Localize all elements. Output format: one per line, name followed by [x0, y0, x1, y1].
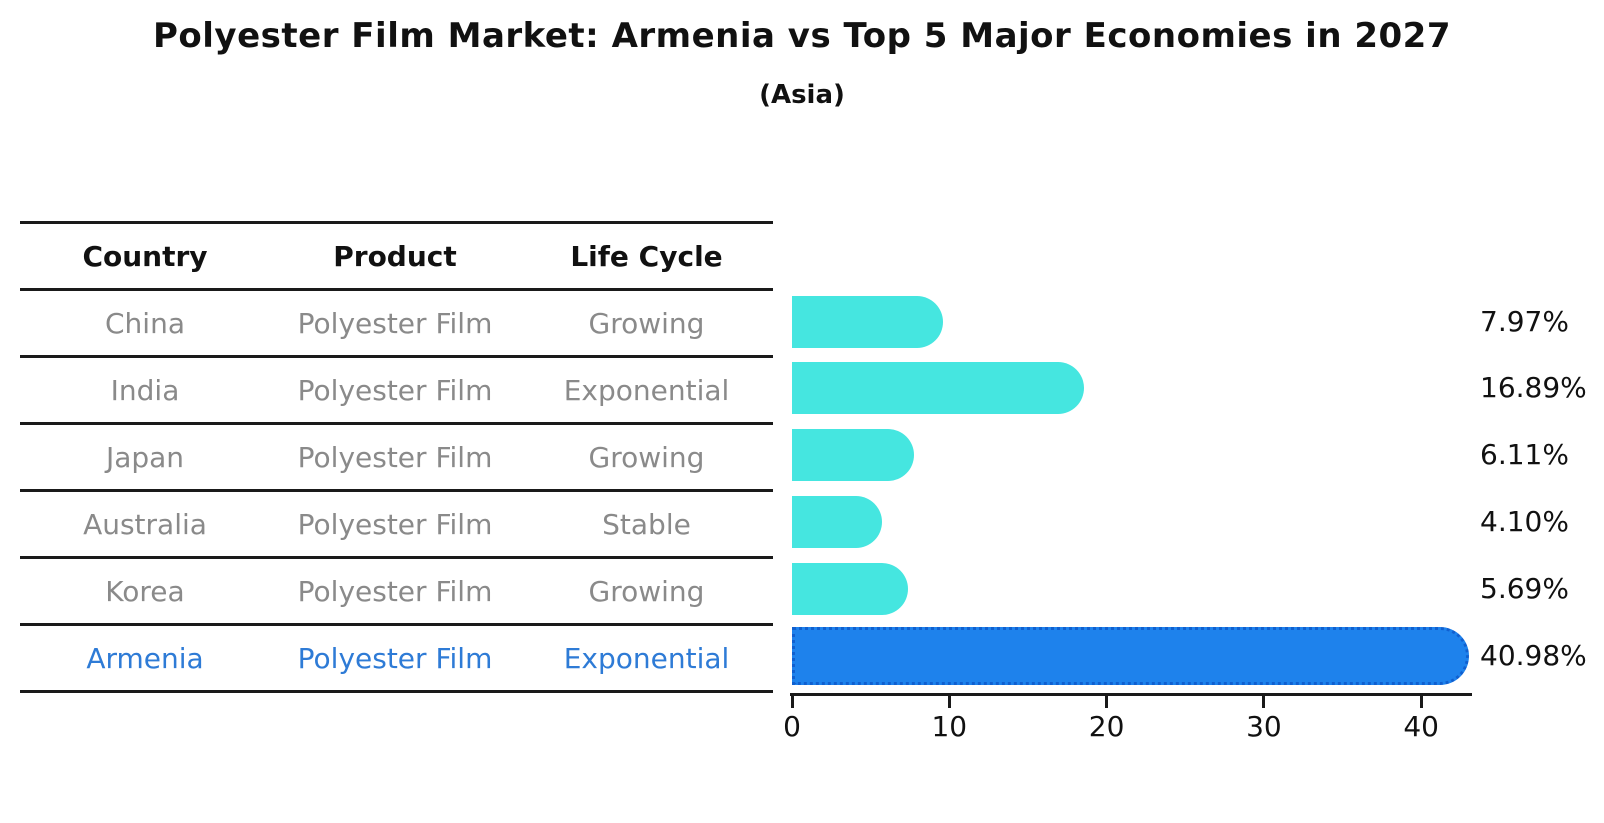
- cell-product: Polyester Film: [297, 507, 493, 541]
- bar-korea: [792, 563, 908, 616]
- cell-life-cycle: Exponential: [563, 641, 730, 675]
- value-label-japan: 6.11%: [1480, 438, 1569, 472]
- cell-product: Polyester Film: [297, 440, 493, 474]
- x-axis-tick: [1105, 696, 1109, 708]
- table-row-india: India Polyester Film Exponential: [20, 358, 773, 425]
- table-row-japan: Japan Polyester Film Growing: [20, 425, 773, 492]
- value-label-india: 16.89%: [1480, 371, 1587, 405]
- cell-product: Polyester Film: [297, 373, 493, 407]
- value-label-china: 7.97%: [1480, 304, 1569, 338]
- cell-country: Japan: [105, 440, 185, 474]
- x-axis-tick-label: 20: [1088, 710, 1125, 743]
- x-axis-tick-label: 0: [783, 710, 801, 743]
- x-axis-tick: [1262, 696, 1266, 708]
- cell-country: China: [105, 306, 185, 340]
- chart-title: Polyester Film Market: Armenia vs Top 5 …: [153, 16, 1451, 56]
- country-table: Country Product Life Cycle China Polyeste…: [20, 221, 773, 693]
- cell-life-cycle: Exponential: [563, 373, 730, 407]
- cell-country: Australia: [83, 507, 207, 541]
- x-axis-tick-label: 30: [1246, 710, 1282, 743]
- x-axis-tick: [947, 696, 951, 708]
- table-body: China Polyester Film Growing India Polyester…: [20, 291, 773, 693]
- cell-country: Armenia: [86, 641, 204, 675]
- cell-life-cycle: Growing: [588, 574, 705, 608]
- value-label-korea: 5.69%: [1480, 572, 1569, 606]
- x-axis-tick-label: 10: [931, 710, 968, 743]
- cell-country: India: [110, 373, 180, 407]
- column-header-country: Country: [82, 239, 208, 273]
- value-label-australia: 4.10%: [1480, 505, 1569, 539]
- bar-japan: [792, 429, 915, 482]
- table-header-row: Country Product Life Cycle: [20, 224, 773, 291]
- x-axis-tick-label: 40: [1403, 710, 1440, 743]
- cell-country: Korea: [105, 574, 185, 608]
- bar-india: [792, 362, 1084, 415]
- chart-subtitle: (Asia): [759, 80, 845, 110]
- table-row-australia: Australia Polyester Film Stable: [20, 492, 773, 559]
- cell-product: Polyester Film: [297, 306, 493, 340]
- x-axis-tick: [1419, 696, 1423, 708]
- cell-life-cycle: Growing: [588, 440, 705, 474]
- bar-armenia: [792, 627, 1469, 685]
- column-header-product: Product: [333, 239, 457, 273]
- bar-australia: [792, 496, 883, 549]
- bar-china: [792, 295, 944, 348]
- table-row-china: China Polyester Film Growing: [20, 291, 773, 358]
- value-label-armenia: 40.98%: [1480, 639, 1587, 672]
- table-row-korea: Korea Polyester Film Growing: [20, 559, 773, 626]
- cell-life-cycle: Stable: [602, 507, 691, 541]
- cell-product: Polyester Film: [297, 574, 493, 608]
- column-header-life-cycle: Life Cycle: [570, 239, 723, 273]
- cell-life-cycle: Growing: [588, 306, 705, 340]
- cell-product: Polyester Film: [297, 641, 493, 675]
- table-row-armenia: Armenia Polyester Film Exponential: [20, 626, 773, 693]
- x-axis-tick: [790, 696, 794, 708]
- x-axis-line: [790, 693, 1472, 696]
